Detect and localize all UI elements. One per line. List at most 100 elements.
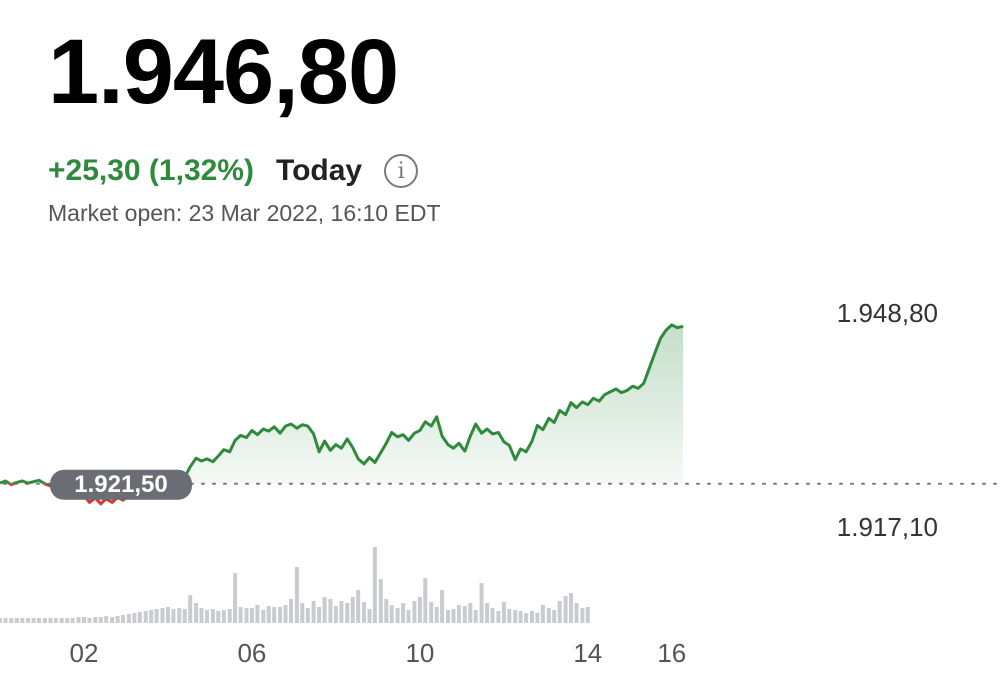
volume-bar [278, 607, 283, 623]
volume-bar [205, 610, 209, 623]
volume-bar [473, 610, 478, 623]
volume-bar [143, 611, 148, 623]
x-tick-label: 16 [657, 638, 686, 668]
volume-bar [233, 573, 238, 623]
volume-bar [26, 618, 31, 623]
volume-bar [350, 597, 355, 623]
volume-bar [462, 606, 467, 623]
volume-bar [93, 617, 98, 623]
volume-bar [48, 618, 53, 623]
volume-bar [429, 602, 434, 623]
volume-bar [468, 603, 473, 623]
volume-bar [20, 618, 25, 623]
volume-bar [569, 593, 573, 623]
volume-bar [395, 608, 400, 623]
volume-bar [362, 602, 366, 623]
volume-bar [384, 599, 389, 623]
volume-bar [580, 608, 585, 623]
volume-bar [530, 611, 534, 623]
volume-bar [65, 618, 70, 623]
volume-bar [356, 590, 361, 623]
info-icon[interactable]: i [384, 154, 419, 188]
volume-bar [451, 609, 456, 623]
x-tick-label: 14 [573, 638, 602, 668]
volume-bar [345, 603, 350, 623]
volume-bar [507, 609, 512, 623]
volume-bar [199, 608, 204, 623]
volume-bar [227, 609, 232, 623]
volume-bar [294, 567, 299, 623]
volume-bar [378, 579, 383, 623]
volume-bar [485, 603, 490, 623]
volume-bar [194, 603, 199, 623]
volume-bar [322, 597, 327, 623]
volume-bar [76, 617, 81, 623]
price-change: +25,30 (1,32%) [48, 154, 254, 187]
volume-bar [149, 610, 154, 623]
volume-bar [87, 618, 92, 623]
market-status: Market open: 23 Mar 2022, 16:10 EDT [48, 200, 441, 226]
volume-bar [496, 611, 501, 623]
volume-bar [3, 618, 8, 623]
volume-bar [289, 599, 293, 623]
volume-bar [31, 618, 36, 623]
volume-bar [311, 601, 316, 623]
volume-bar [300, 603, 305, 623]
volume-bar [328, 599, 333, 623]
volume-bar [412, 601, 417, 623]
volume-bar [182, 609, 187, 623]
current-price: 1.946,80 [48, 21, 399, 123]
volume-bar [255, 605, 260, 623]
volume-bar [557, 601, 562, 623]
volume-bar [389, 605, 394, 623]
price-line-up [0, 323, 684, 484]
volume-bar [456, 605, 461, 623]
volume-bar [110, 617, 115, 623]
volume-bar [261, 610, 266, 623]
volume-bar [490, 608, 495, 623]
volume-bar [121, 615, 125, 623]
volume-bar [440, 590, 445, 623]
volume-bar [216, 611, 221, 623]
volume-bar [0, 618, 2, 623]
volume-bar [563, 596, 568, 623]
volume-bar [524, 613, 529, 623]
volume-bar [317, 607, 322, 623]
volume-bar [53, 618, 58, 623]
volume-bar [210, 609, 215, 623]
volume-bar [221, 610, 226, 623]
volume-bar [401, 603, 406, 623]
x-tick-label: 02 [70, 638, 99, 668]
volume-bar [188, 595, 193, 623]
volume-bar [249, 608, 254, 623]
previous-close-badge: 1.921,50 [50, 469, 192, 500]
volume-bar [104, 616, 109, 623]
volume-bar [98, 617, 103, 623]
volume-bar [82, 617, 86, 623]
volume-bar [244, 608, 249, 623]
x-tick-label: 10 [405, 638, 434, 668]
volume-bar [126, 614, 131, 623]
volume-bar [540, 605, 545, 623]
y-label: 1.917,10 [837, 512, 938, 542]
volume-bar [70, 618, 75, 623]
volume-bar [166, 607, 170, 623]
volume-bar [42, 618, 47, 623]
volume-bar [115, 616, 120, 623]
volume-bar [574, 603, 579, 623]
volume-bar [552, 610, 557, 623]
volume-bar [171, 609, 176, 623]
price-line-down [0, 483, 174, 506]
period-label: Today [275, 154, 363, 187]
volume-bar [339, 601, 344, 623]
volume-bar [535, 613, 540, 623]
volume-bar [305, 608, 310, 623]
x-tick-label: 06 [237, 638, 266, 668]
volume-bar [137, 612, 142, 623]
volume-bars [0, 547, 590, 623]
volume-bar [160, 608, 165, 623]
change-row: +25,30 (1,32%) Today i [48, 150, 419, 192]
volume-bar [513, 610, 518, 623]
volume-bar [154, 609, 159, 623]
